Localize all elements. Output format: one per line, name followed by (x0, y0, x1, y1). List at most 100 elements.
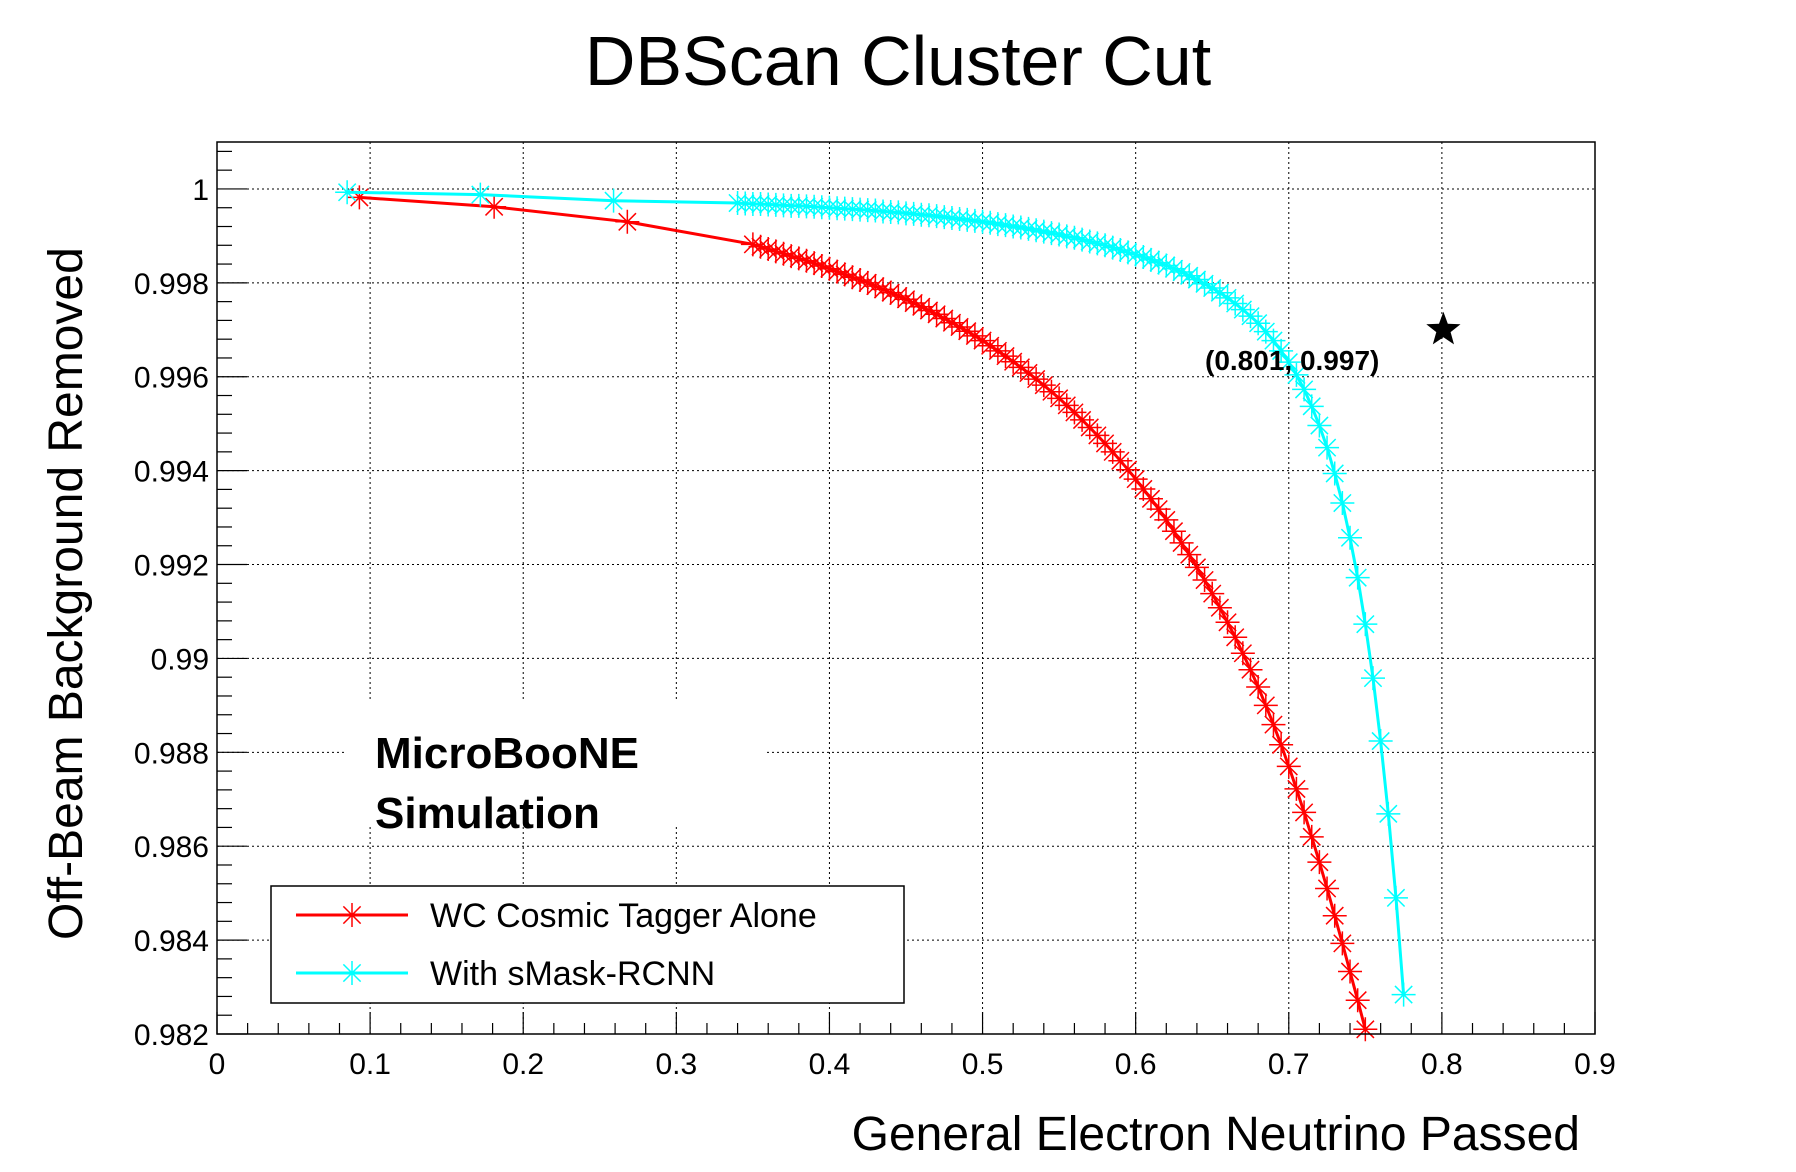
data-point (932, 205, 957, 230)
data-point (1039, 379, 1064, 404)
data-point (1146, 497, 1171, 522)
asterisk-marker (340, 961, 364, 985)
asterisk-marker (1207, 595, 1232, 620)
asterisk-marker (809, 253, 834, 278)
data-point (748, 234, 773, 259)
asterisk-marker (1008, 355, 1033, 380)
asterisk-marker (763, 239, 788, 264)
asterisk-marker (1230, 641, 1255, 666)
data-point (955, 207, 980, 232)
asterisk-marker (863, 198, 888, 223)
data-point (1138, 486, 1163, 511)
asterisk-marker (1008, 215, 1033, 240)
annotation: (0.801, 0.997) (1205, 311, 1461, 376)
asterisk-marker (340, 903, 364, 927)
asterisk-marker (1192, 568, 1217, 593)
asterisk-marker (962, 323, 987, 348)
asterisk-marker (901, 201, 926, 226)
legend-swatch-wc-cosmic-tagger (296, 903, 408, 927)
data-point (1108, 448, 1133, 473)
data-point (1299, 394, 1324, 419)
x-tick-label: 0.1 (349, 1048, 391, 1081)
data-point (1047, 222, 1072, 247)
asterisk-marker (1024, 218, 1049, 243)
x-tick-labels: 0 0.1 0.2 0.3 0.4 0.5 0.6 0.7 0.8 0.9 (209, 1048, 1616, 1081)
data-point (848, 268, 873, 293)
asterisk-marker (985, 338, 1010, 363)
asterisk-marker (1284, 776, 1309, 801)
asterisk-marker (1376, 801, 1401, 826)
data-point (1238, 657, 1263, 682)
data-point (1169, 260, 1194, 285)
data-point (1253, 693, 1278, 718)
data-point (901, 201, 926, 226)
data-point (1330, 931, 1355, 956)
y-tick-label: 0.998 (134, 268, 209, 301)
data-point (756, 237, 781, 262)
asterisk-marker (1146, 497, 1171, 522)
data-point (1284, 362, 1309, 387)
series-0 (347, 185, 1378, 1042)
x-tick-label: 0.6 (1115, 1048, 1157, 1081)
asterisk-marker (916, 203, 941, 228)
asterisk-marker (1261, 712, 1286, 737)
data-point (1100, 439, 1125, 464)
asterisk-marker (962, 208, 987, 233)
data-point (939, 206, 964, 231)
data-point (1276, 350, 1301, 375)
data-point (1161, 256, 1186, 281)
data-point (1123, 467, 1148, 492)
asterisk-marker (955, 319, 980, 344)
data-point (1368, 729, 1393, 754)
data-point (615, 209, 640, 234)
y-tick-label: 0.992 (134, 550, 209, 583)
asterisk-marker (863, 274, 888, 299)
asterisk-marker (924, 302, 949, 327)
asterisk-marker (1276, 754, 1301, 779)
asterisk-marker (978, 333, 1003, 358)
data-point (1391, 982, 1416, 1007)
data-point (939, 310, 964, 335)
asterisk-marker (748, 234, 773, 259)
asterisk-marker (894, 287, 918, 312)
asterisk-marker (932, 306, 957, 331)
data-point (1116, 457, 1141, 482)
data-point (1131, 476, 1156, 501)
asterisk-marker (924, 204, 949, 229)
asterisk-marker (1253, 693, 1278, 718)
asterisk-marker (1085, 231, 1110, 256)
asterisk-marker (1292, 377, 1317, 402)
asterisk-marker (1100, 235, 1125, 260)
asterisk-marker (1315, 876, 1340, 901)
data-point (840, 265, 865, 290)
asterisk-marker (978, 210, 1003, 235)
data-point (916, 298, 941, 323)
watermark-line-1: MicroBooNE (375, 729, 639, 778)
axis-ticks (216, 150, 1596, 1035)
data-point (1315, 435, 1340, 460)
data-point (916, 203, 941, 228)
asterisk-marker (1345, 565, 1370, 590)
asterisk-marker (347, 185, 372, 210)
data-point (340, 961, 364, 985)
data-point (1062, 225, 1087, 250)
data-point (1085, 231, 1110, 256)
data-point (962, 323, 987, 348)
data-point (1353, 1017, 1378, 1042)
data-point (779, 244, 804, 269)
data-point (970, 209, 995, 234)
asterisk-marker (1307, 413, 1332, 438)
asterisk-marker (1062, 225, 1087, 250)
asterisk-marker (1192, 271, 1217, 296)
asterisk-marker (1123, 467, 1148, 492)
legend: WC Cosmic Tagger Alone With sMask-RCNN (270, 885, 905, 1004)
asterisk-marker (1108, 237, 1133, 262)
data-point (1054, 224, 1079, 249)
data-point (1177, 263, 1202, 288)
series-1 (335, 180, 1416, 1007)
data-point (947, 314, 972, 339)
data-point (863, 198, 888, 223)
x-tick-label: 0.5 (962, 1048, 1004, 1081)
asterisk-marker (970, 209, 995, 234)
data-point (340, 903, 364, 927)
